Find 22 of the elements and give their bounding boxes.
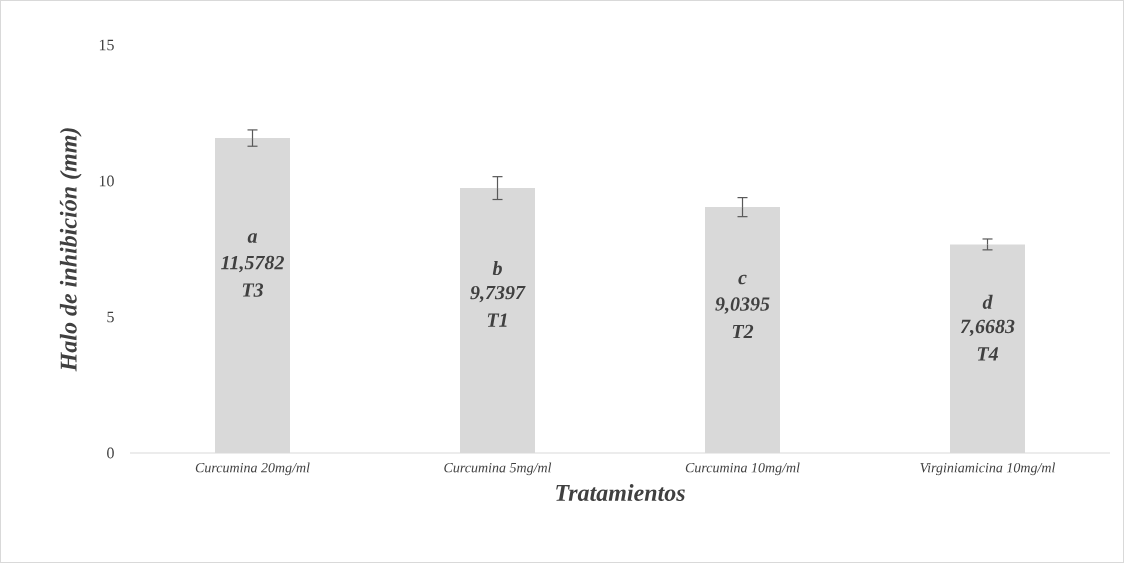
annotation: d bbox=[982, 294, 993, 309]
x-tick-label: Curcumina 10mg/ml bbox=[685, 462, 800, 476]
data-label: 9,7397 bbox=[470, 285, 526, 303]
annotation: c bbox=[738, 274, 747, 285]
data-label: 11,5782 bbox=[221, 255, 284, 273]
data-label: 7,6683 bbox=[960, 319, 1015, 337]
x-axis-title: Tratamientos bbox=[556, 484, 685, 501]
y-tick-label: 15 bbox=[99, 39, 114, 51]
annotation: T4 bbox=[977, 347, 999, 361]
y-tick-label: 10 bbox=[99, 175, 114, 187]
annotation: b bbox=[492, 260, 502, 276]
annotation: T1 bbox=[487, 313, 507, 327]
y-tick-label: 0 bbox=[107, 447, 114, 459]
y-tick-label: 5 bbox=[107, 311, 114, 323]
annotation: a bbox=[247, 233, 258, 243]
x-tick-label: Curcumina 20mg/ml bbox=[195, 462, 310, 476]
annotation: T3 bbox=[242, 283, 264, 297]
y-axis-title: Halo de inhibición (mm) bbox=[59, 128, 82, 372]
annotation: T2 bbox=[732, 324, 754, 339]
data-label: 9,0395 bbox=[715, 297, 770, 314]
x-tick-label: Virginiamicina 10mg/ml bbox=[920, 462, 1056, 476]
x-tick-label: Curcumina 5mg/ml bbox=[444, 462, 552, 476]
